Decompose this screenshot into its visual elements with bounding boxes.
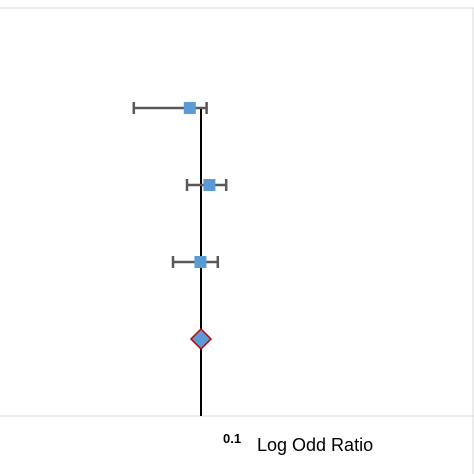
study-estimate-marker [183, 102, 196, 114]
x-tick-label: 0.1 [223, 431, 241, 446]
study-estimate-marker [203, 179, 216, 191]
study-estimate-marker [194, 256, 207, 268]
plot-marks [132, 102, 228, 416]
pooled-estimate-diamond [189, 327, 213, 351]
plot-frame [0, 7, 474, 474]
x-axis-title: Log Odd Ratio [257, 435, 373, 455]
